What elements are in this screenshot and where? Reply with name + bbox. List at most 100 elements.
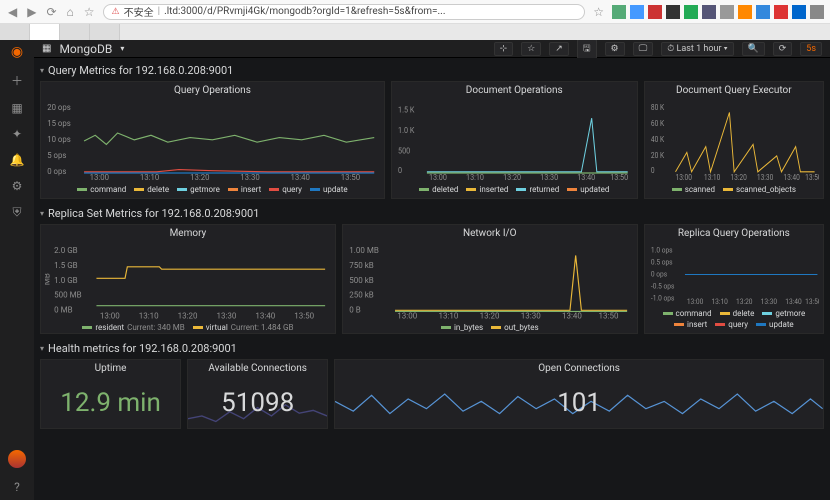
svg-text:1.0 K: 1.0 K [398, 126, 415, 135]
svg-text:-1.0 ops: -1.0 ops [651, 293, 675, 303]
legend-item[interactable]: getmore [177, 185, 220, 194]
legend-item[interactable]: resident Current: 340 MB [82, 323, 184, 332]
forward-icon[interactable]: ▶ [25, 5, 38, 19]
legend-label: command [676, 309, 712, 318]
legend-label: insert [687, 320, 707, 329]
url-bar[interactable]: ⚠ 不安全 | .ltd:3000/d/PRvmji4Gk/mongodb?or… [103, 4, 586, 20]
star-button[interactable]: ☆ [521, 42, 541, 56]
legend-item[interactable]: command [663, 309, 712, 318]
panel-document-query-executor[interactable]: Document Query Executor 80 K60 K 40 K20 … [644, 81, 824, 199]
settings-button[interactable]: ⚙ [605, 42, 625, 56]
ext-icon[interactable] [612, 5, 626, 19]
legend-item[interactable]: updated [567, 185, 609, 194]
chart: 1.00 MB750 kB 500 kB250 kB 0 B 13:0013:1… [347, 244, 633, 319]
ext-icon[interactable] [648, 5, 662, 19]
panel-uptime[interactable]: Uptime 12.9 min [40, 359, 181, 429]
add-panel-button[interactable]: ⊹ [494, 42, 514, 56]
ext-icon[interactable] [774, 5, 788, 19]
ext-icon[interactable] [702, 5, 716, 19]
browser-tab[interactable] [30, 24, 60, 40]
shield-icon[interactable]: ⛨ [12, 205, 21, 220]
legend-label: inserted [479, 185, 508, 194]
grafana-logo-icon[interactable]: ◉ [11, 44, 23, 60]
refresh-button[interactable]: ⟳ [773, 42, 793, 56]
legend-item[interactable]: getmore [762, 309, 805, 318]
legend-item[interactable]: out_bytes [491, 323, 538, 332]
time-range-button[interactable]: ⏱ Last 1 hour ▾ [661, 42, 733, 56]
panel-available-connections[interactable]: Available Connections 51098 [187, 359, 328, 429]
legend-item[interactable]: scanned_objects [723, 185, 796, 194]
browser-tab[interactable] [60, 24, 90, 40]
legend-item[interactable]: delete [134, 185, 169, 194]
svg-text:13:40: 13:40 [255, 311, 275, 319]
star-addr-icon[interactable]: ☆ [591, 5, 606, 19]
ext-icon[interactable] [720, 5, 734, 19]
svg-text:13:50: 13:50 [598, 311, 618, 319]
bookmark-icon[interactable]: ☆ [82, 5, 97, 19]
ext-icon[interactable] [630, 5, 644, 19]
panel-grid-icon[interactable]: ▦ [42, 43, 51, 54]
legend-item[interactable]: query [269, 185, 302, 194]
dashboards-icon[interactable]: ▦ [11, 101, 22, 115]
ext-icon[interactable] [738, 5, 752, 19]
ext-icon[interactable] [666, 5, 680, 19]
share-button[interactable]: ↗ [549, 42, 569, 56]
legend-item[interactable]: insert [674, 320, 707, 329]
legend-item[interactable]: delete [720, 309, 755, 318]
legend-item[interactable]: in_bytes [441, 323, 483, 332]
back-icon[interactable]: ◀ [6, 5, 19, 19]
legend-swatch [723, 188, 733, 191]
legend-item[interactable]: query [715, 320, 748, 329]
ext-icon[interactable] [684, 5, 698, 19]
legend-label: update [769, 320, 794, 329]
refresh-interval[interactable]: 5s [800, 42, 822, 56]
cycle-view-button[interactable]: 🖵 [633, 42, 654, 56]
panel-network-io[interactable]: Network I/O 1.00 MB750 kB 500 kB250 kB 0… [342, 224, 638, 334]
legend-item[interactable]: update [310, 185, 348, 194]
panel-memory[interactable]: Memory 2.0 GB1.5 GB 1.0 GB500 MB 0 MB MB… [40, 224, 336, 334]
legend-item[interactable]: virtual Current: 1.484 GB [193, 323, 294, 332]
legend-label: getmore [775, 309, 805, 318]
legend-label: delete [733, 309, 755, 318]
ext-icon[interactable] [810, 5, 824, 19]
legend-label: command [90, 185, 126, 194]
home-icon[interactable]: ⌂ [65, 5, 76, 19]
svg-text:40 K: 40 K [651, 135, 665, 145]
gear-icon[interactable]: ⚙ [12, 179, 23, 193]
panel-query-operations[interactable]: Query Operations 20 ops 15 ops 10 ops 5 … [40, 81, 385, 199]
svg-text:1.5 K: 1.5 K [398, 105, 415, 114]
reload-icon[interactable]: ⟳ [44, 5, 58, 19]
row-header-replica-metrics[interactable]: ▾ Replica Set Metrics for 192.168.0.208:… [40, 205, 824, 224]
panel-document-operations[interactable]: Document Operations 1.5 K 1.0 K 500 0 13… [391, 81, 638, 199]
legend-item[interactable]: deleted [419, 185, 458, 194]
ext-icon[interactable] [756, 5, 770, 19]
legend-item[interactable]: returned [516, 185, 559, 194]
ext-icon[interactable] [792, 5, 806, 19]
legend-item[interactable]: command [77, 185, 126, 194]
help-icon[interactable]: ? [14, 480, 20, 494]
panel-replica-query-ops[interactable]: Replica Query Operations 1.0 ops0.5 ops … [644, 224, 824, 334]
row-header-query-metrics[interactable]: ▾ Query Metrics for 192.168.0.208:9001 [40, 62, 824, 81]
svg-text:13:00: 13:00 [397, 311, 417, 319]
row-title: Health metrics for 192.168.0.208:9001 [48, 342, 237, 355]
save-button[interactable]: 🖫 [577, 40, 597, 59]
browser-tab[interactable] [90, 24, 120, 40]
chevron-down-icon[interactable]: ▾ [120, 44, 124, 53]
zoom-out-button[interactable]: 🔍 [742, 42, 765, 56]
alerting-icon[interactable]: 🔔 [10, 153, 25, 167]
legend-label: query [728, 320, 748, 329]
legend-item[interactable]: inserted [466, 185, 508, 194]
panel-open-connections[interactable]: Open Connections 101 [334, 359, 824, 429]
avatar[interactable] [8, 450, 26, 468]
legend-current: Current: 340 MB [127, 323, 185, 332]
browser-tab[interactable] [0, 24, 30, 40]
legend-item[interactable]: insert [228, 185, 261, 194]
row-header-health-metrics[interactable]: ▾ Health metrics for 192.168.0.208:9001 [40, 340, 824, 359]
explore-icon[interactable]: ✦ [12, 127, 22, 141]
legend-item[interactable]: scanned [672, 185, 715, 194]
legend-item[interactable]: update [756, 320, 794, 329]
dashboard-title[interactable]: MongoDB [59, 42, 112, 56]
svg-text:15 ops: 15 ops [47, 119, 71, 128]
svg-text:0 MB: 0 MB [54, 306, 72, 315]
plus-icon[interactable]: ＋ [11, 72, 23, 89]
